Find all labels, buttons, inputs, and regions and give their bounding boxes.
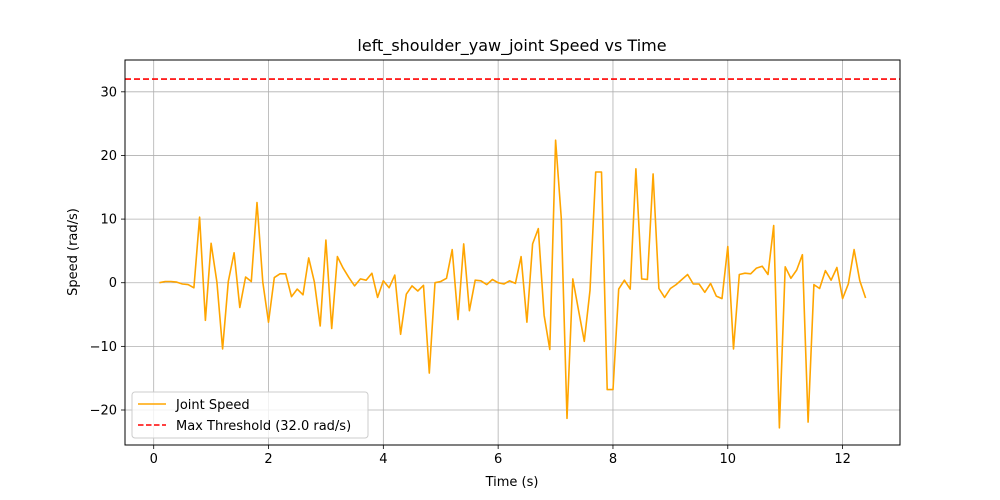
y-tick-label: −10 (90, 340, 117, 355)
y-tick-label: 20 (100, 149, 117, 164)
y-ticks: −20 −10 0 10 20 30 (90, 85, 125, 419)
x-tick-label: 8 (609, 452, 617, 467)
plot-frame (124, 59, 901, 446)
x-tick-label: 0 (150, 452, 158, 467)
legend-box (131, 391, 369, 439)
y-tick-label: 10 (100, 213, 117, 228)
legend: Joint Speed Max Threshold (32.0 rad/s) (131, 391, 369, 439)
x-tick-label: 4 (379, 452, 387, 467)
y-tick-label: 0 (109, 276, 117, 291)
y-tick-label: −20 (90, 404, 117, 419)
y-axis-label: Speed (rad/s) (66, 208, 81, 296)
x-ticks: 0 2 4 6 8 10 12 (150, 445, 851, 467)
y-tick-label: 30 (100, 85, 117, 100)
x-tick-label: 2 (264, 452, 272, 467)
legend-label-threshold: Max Threshold (32.0 rad/s) (176, 419, 351, 434)
legend-label-joint-speed: Joint Speed (175, 398, 250, 413)
x-tick-label: 10 (720, 452, 737, 467)
x-tick-label: 12 (834, 452, 851, 467)
series-line-joint-speed (159, 139, 867, 429)
series-layer (159, 139, 867, 429)
chart-title: left_shoulder_yaw_joint Speed vs Time (357, 36, 666, 56)
x-axis-label: Time (s) (485, 475, 539, 490)
x-tick-label: 6 (494, 452, 502, 467)
